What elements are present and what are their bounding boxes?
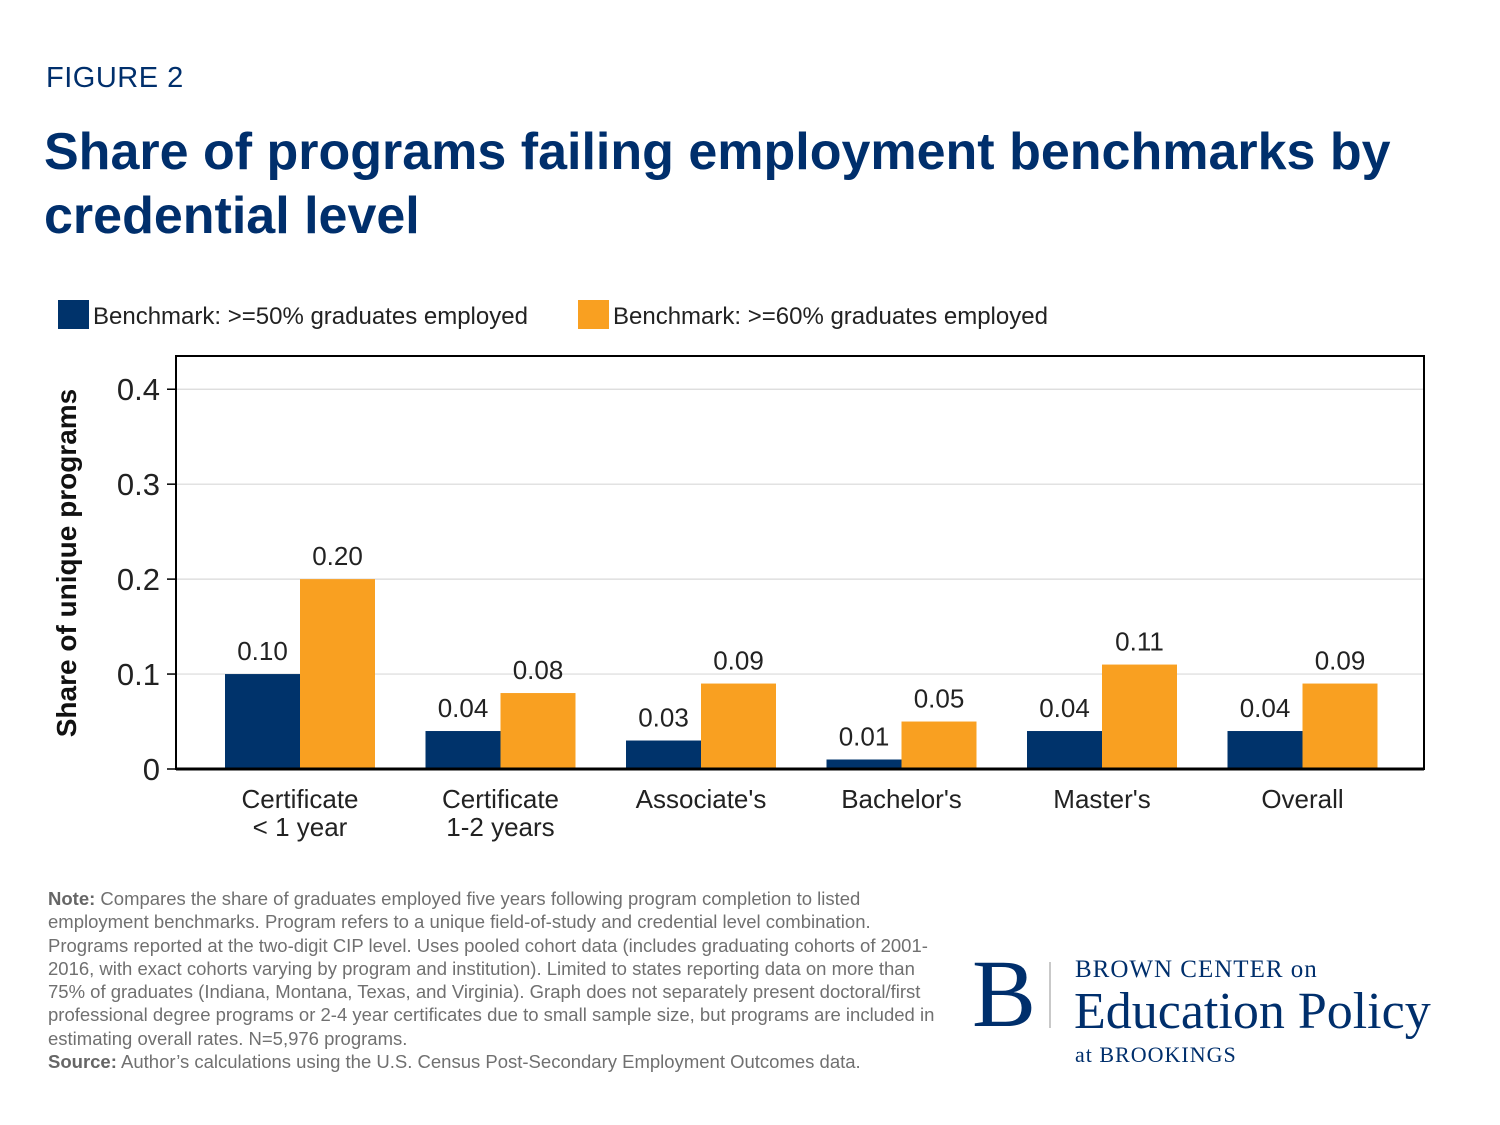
y-tick-label: 0.3 bbox=[117, 467, 160, 502]
logo-line-3: at BROOKINGS bbox=[1075, 1042, 1237, 1067]
chart-title: Share of programs failing employment ben… bbox=[44, 123, 1391, 245]
bar-benchmark-60 bbox=[1102, 664, 1177, 769]
x-tick-label: Bachelor's bbox=[841, 784, 962, 814]
data-label: 0.01 bbox=[839, 722, 890, 752]
bar-benchmark-50 bbox=[826, 759, 902, 769]
data-label: 0.09 bbox=[1315, 646, 1366, 676]
logo-letter: B bbox=[972, 940, 1037, 1047]
bar-benchmark-50 bbox=[1027, 731, 1102, 769]
logo-line-2: Education Policy bbox=[1074, 983, 1431, 1040]
y-tick-label: 0.4 bbox=[117, 372, 160, 407]
bar-benchmark-60 bbox=[1302, 683, 1378, 769]
data-label: 0.03 bbox=[638, 703, 689, 733]
data-label: 0.04 bbox=[1240, 693, 1291, 723]
y-tick-label: 0 bbox=[143, 752, 160, 787]
data-label: 0.09 bbox=[713, 646, 764, 676]
legend-swatch bbox=[58, 300, 89, 329]
bar-benchmark-60 bbox=[901, 721, 977, 769]
source-text: Author’s calculations using the U.S. Cen… bbox=[116, 1051, 861, 1073]
note-label: Note: bbox=[48, 888, 96, 909]
bar-benchmark-50 bbox=[225, 674, 300, 769]
data-label: 0.04 bbox=[438, 693, 489, 723]
bar-benchmark-60 bbox=[300, 579, 375, 769]
x-tick-label: < 1 year bbox=[253, 812, 348, 842]
bar-benchmark-50 bbox=[425, 731, 501, 769]
note-text: Compares the share of graduates employed… bbox=[48, 888, 935, 1049]
source-label: Source: bbox=[48, 1051, 117, 1073]
y-tick-label: 0.1 bbox=[117, 657, 160, 692]
x-tick-label: Master's bbox=[1053, 784, 1150, 814]
legend-label: Benchmark: >=60% graduates employed bbox=[613, 303, 1048, 330]
data-label: 0.20 bbox=[312, 541, 363, 571]
x-tick-label: Associate's bbox=[636, 784, 767, 814]
legend-swatch bbox=[578, 300, 609, 329]
logo-divider bbox=[1049, 962, 1051, 1028]
legend-label: Benchmark: >=50% graduates employed bbox=[93, 303, 528, 330]
bar-benchmark-50 bbox=[626, 740, 701, 769]
x-tick-label: 1-2 years bbox=[446, 812, 554, 842]
data-label: 0.04 bbox=[1039, 693, 1090, 723]
x-tick-label: Certificate bbox=[442, 784, 559, 814]
data-label: 0.08 bbox=[513, 655, 564, 685]
data-label: 0.05 bbox=[914, 684, 965, 714]
data-label: 0.11 bbox=[1115, 627, 1164, 657]
data-label: 0.10 bbox=[237, 636, 288, 666]
bar-benchmark-60 bbox=[500, 693, 576, 769]
bar-benchmark-50 bbox=[1227, 731, 1303, 769]
y-axis-label: Share of unique programs bbox=[51, 389, 82, 738]
y-tick-label: 0.2 bbox=[117, 562, 160, 597]
logo-line-1: BROWN CENTER on bbox=[1075, 956, 1318, 983]
bar-benchmark-60 bbox=[701, 683, 776, 769]
figure-label: FIGURE 2 bbox=[46, 62, 184, 94]
x-tick-label: Certificate bbox=[241, 784, 358, 814]
x-tick-label: Overall bbox=[1261, 784, 1343, 814]
notes-block: Note: Compares the share of graduates em… bbox=[48, 887, 948, 1073]
brookings-logo: B BROWN CENTER on Education Policy at BR… bbox=[970, 946, 1470, 1080]
